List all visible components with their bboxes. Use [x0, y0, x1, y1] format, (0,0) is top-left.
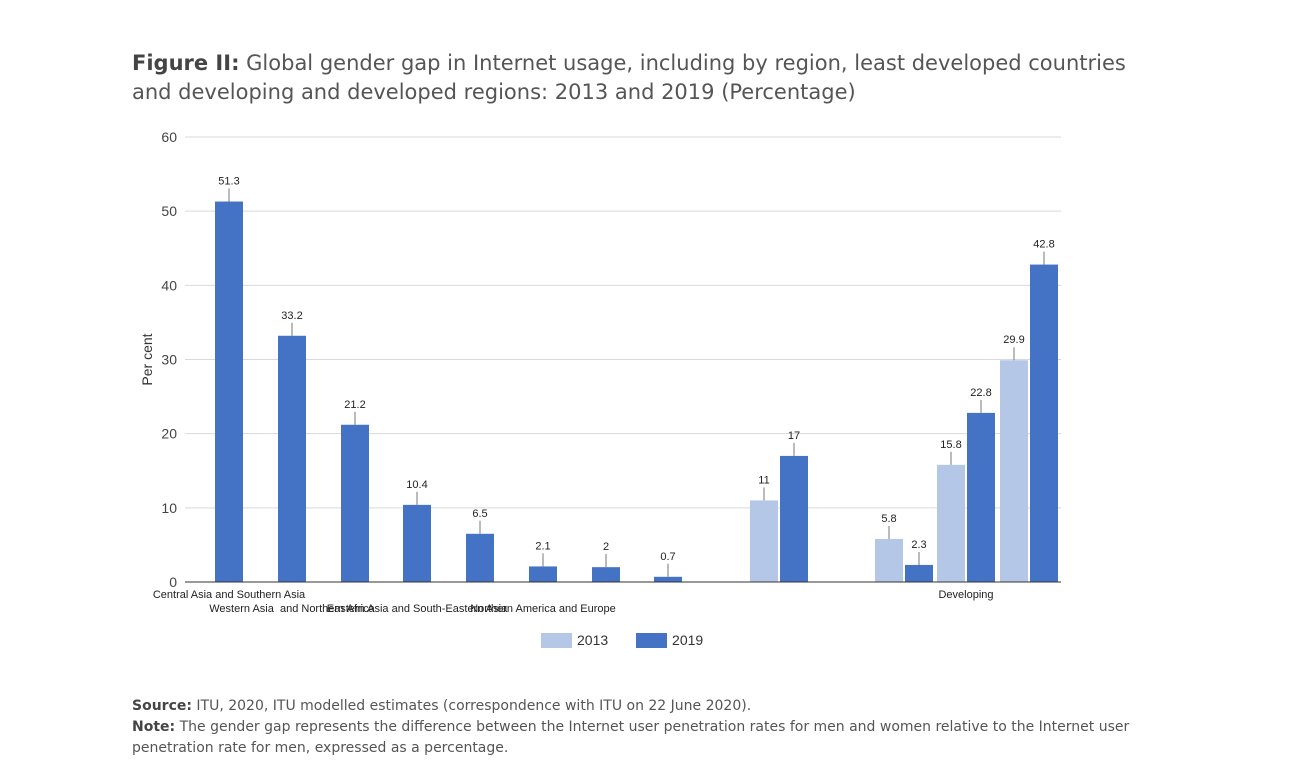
legend-swatch-2013	[541, 632, 572, 648]
bar-2019	[529, 566, 557, 582]
bar-2019	[654, 576, 682, 582]
category-label: Developing	[938, 589, 993, 601]
legend-label-2019: 2019	[672, 632, 704, 648]
bar-2019	[592, 567, 620, 582]
bar-2019	[967, 412, 995, 582]
data-label: 2.3	[911, 539, 926, 551]
data-label: 0.7	[660, 551, 675, 563]
bar-2013	[1000, 360, 1028, 582]
legend-label-2013: 2013	[577, 632, 609, 648]
bar-2019	[905, 564, 933, 582]
figure-label: Figure II:	[132, 51, 240, 75]
category-label: Northern America and Europe	[470, 603, 616, 615]
data-label: 11	[758, 474, 769, 486]
data-label: 22.8	[970, 387, 991, 399]
data-label: 51.3	[218, 176, 239, 188]
data-label: 29.9	[1003, 334, 1024, 346]
source-label: Source:	[132, 698, 192, 714]
bar-2019	[341, 424, 369, 582]
data-label: 6.5	[472, 508, 487, 520]
bar-2019	[278, 335, 306, 582]
y-tick-label: 20	[161, 426, 177, 442]
data-label: 10.4	[406, 479, 427, 491]
y-axis-title: Per cent	[139, 333, 155, 385]
data-label: 2	[603, 541, 609, 553]
bar-2019	[780, 455, 808, 582]
data-label: 5.8	[881, 513, 896, 525]
figure-notes: Source: ITU, 2020, ITU modelled estimate…	[132, 696, 1132, 759]
note-line: Note: The gender gap represents the diff…	[132, 717, 1132, 759]
legend-item-2013: 2013	[541, 632, 608, 648]
data-label: 42.8	[1033, 239, 1054, 251]
data-label: 15.8	[940, 439, 961, 451]
category-label: Central Asia and Southern Asia	[153, 589, 306, 601]
chart-legend: 2013 2019	[541, 632, 727, 651]
y-tick-label: 10	[161, 500, 177, 516]
data-labels: 51.3 33.2 21.2 10.4 6.5 2.1 2 0.7 11 17 5.8 2.3 15.8…	[218, 176, 1055, 577]
y-tick-label: 30	[161, 352, 177, 368]
bar-2013	[937, 464, 965, 582]
source-text: ITU, 2020, ITU modelled estimates (corre…	[191, 698, 752, 714]
data-label: 2.1	[535, 540, 550, 552]
bar-2019	[403, 504, 431, 582]
axes: 0 10 20 30 40 50 60 Per cent Central Asia and So…	[139, 129, 1061, 615]
legend-item-2019: 2019	[636, 632, 703, 648]
figure-title: Figure II: Global gender gap in Internet…	[132, 49, 1132, 107]
note-text: The gender gap represents the difference…	[132, 719, 1130, 756]
source-line: Source: ITU, 2020, ITU modelled estimate…	[132, 696, 1132, 717]
data-label: 33.2	[281, 310, 302, 322]
note-label: Note:	[132, 719, 176, 735]
bar-2019	[466, 533, 494, 582]
category-label: Western Asia and Northern Africa	[209, 603, 375, 615]
bar-2013	[750, 500, 778, 582]
legend-swatch-2019	[636, 632, 668, 648]
gridlines	[185, 136, 1061, 509]
bars	[215, 201, 1058, 582]
data-label: 21.2	[344, 399, 365, 411]
bar-2019	[1030, 264, 1058, 582]
y-tick-label: 0	[169, 574, 177, 590]
y-tick-label: 40	[161, 277, 177, 293]
y-tick-label: 50	[161, 203, 177, 219]
y-tick-label: 60	[161, 129, 177, 145]
bar-2013	[875, 538, 903, 582]
figure-title-text: Global gender gap in Internet usage, inc…	[132, 51, 1126, 104]
category-label: Eastern Asia and South-Eastern Asia	[327, 603, 508, 615]
bar-2019	[215, 201, 243, 582]
data-label: 17	[788, 430, 800, 442]
